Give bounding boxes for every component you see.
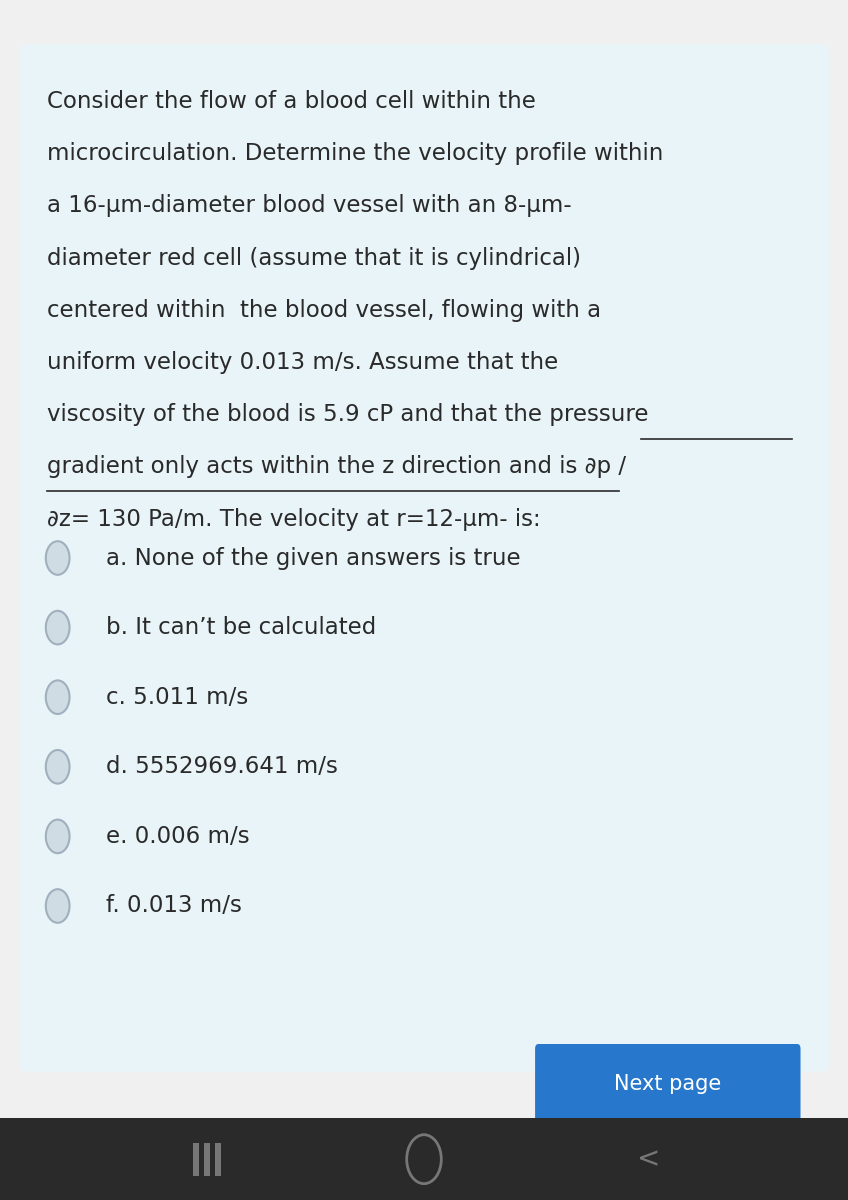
FancyBboxPatch shape	[19, 44, 829, 1072]
Text: d. 5552969.641 m/s: d. 5552969.641 m/s	[106, 755, 338, 779]
Circle shape	[46, 611, 70, 644]
Text: a 16-μm-diameter blood vessel with an 8-μm-: a 16-μm-diameter blood vessel with an 8-…	[47, 194, 572, 217]
Text: ∂z= 130 Pa/m. The velocity at r=12-μm- is:: ∂z= 130 Pa/m. The velocity at r=12-μm- i…	[47, 508, 540, 530]
Text: <: <	[637, 1145, 661, 1174]
Circle shape	[46, 820, 70, 853]
Text: a. None of the given answers is true: a. None of the given answers is true	[106, 546, 521, 570]
Text: diameter red cell (assume that it is cylindrical): diameter red cell (assume that it is cyl…	[47, 247, 581, 270]
Circle shape	[46, 680, 70, 714]
Text: gradient only acts within the z direction and is ∂p /: gradient only acts within the z directio…	[47, 455, 626, 479]
Text: microcirculation. Determine the velocity profile within: microcirculation. Determine the velocity…	[47, 142, 663, 166]
Text: c. 5.011 m/s: c. 5.011 m/s	[106, 685, 248, 709]
Text: centered within  the blood vessel, flowing with a: centered within the blood vessel, flowin…	[47, 299, 600, 322]
Text: e. 0.006 m/s: e. 0.006 m/s	[106, 824, 249, 848]
Circle shape	[46, 889, 70, 923]
Bar	[0, 1118, 848, 1200]
Text: f. 0.013 m/s: f. 0.013 m/s	[106, 894, 242, 918]
Circle shape	[46, 541, 70, 575]
Text: Next page: Next page	[614, 1074, 722, 1093]
Bar	[193, 1142, 199, 1176]
Text: uniform velocity 0.013 m/s. Assume that the: uniform velocity 0.013 m/s. Assume that …	[47, 350, 558, 374]
Text: Consider the flow of a blood cell within the: Consider the flow of a blood cell within…	[47, 90, 536, 113]
Text: b. It can’t be calculated: b. It can’t be calculated	[106, 616, 377, 640]
Circle shape	[46, 750, 70, 784]
Bar	[215, 1142, 221, 1176]
Bar	[204, 1142, 210, 1176]
FancyBboxPatch shape	[535, 1044, 801, 1123]
Text: viscosity of the blood is 5.9 cP and that the pressure: viscosity of the blood is 5.9 cP and tha…	[47, 403, 648, 426]
